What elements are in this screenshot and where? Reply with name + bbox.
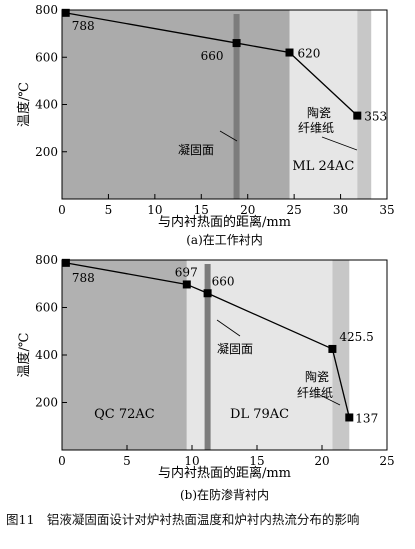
data-point <box>345 413 354 422</box>
ceramic-annotation: 陶瓷 <box>307 105 331 120</box>
region-band <box>357 10 372 199</box>
x-tick-label: 5 <box>105 203 113 217</box>
data-point <box>232 39 241 48</box>
annotation-leader <box>321 136 358 151</box>
y-tick-label: 200 <box>35 396 58 410</box>
annotation-leader <box>319 394 341 406</box>
annotation-leader <box>216 319 241 337</box>
region-band <box>332 260 350 450</box>
region-band <box>62 260 187 450</box>
x-tick-label: 35 <box>379 203 394 217</box>
solidification-annotation: 凝固面 <box>217 341 253 356</box>
y-axis-label: 温度/℃ <box>16 82 32 127</box>
x-tick-label: 25 <box>379 454 394 468</box>
series-line <box>65 12 358 117</box>
y-tick-label: 600 <box>35 50 58 64</box>
region-label: ML 24AC <box>292 159 354 174</box>
data-label: 697 <box>175 265 198 279</box>
solidification-annotation: 凝固面 <box>178 142 214 157</box>
fiber-paper-annotation: 纤维纸 <box>298 121 334 135</box>
y-tick-label: 800 <box>35 253 58 267</box>
data-point <box>203 289 212 298</box>
data-label: 660 <box>201 49 224 63</box>
solidification-line <box>233 14 240 199</box>
x-tick-label: 15 <box>194 203 209 217</box>
data-label: 788 <box>72 271 95 285</box>
data-point <box>285 48 294 57</box>
figure-caption: 图11 铝液凝固面设计对炉衬热面温度和炉衬内热流分布的影响 <box>6 512 360 527</box>
ceramic-annotation: 陶瓷 <box>305 369 329 384</box>
fiber-paper-annotation: 纤维纸 <box>297 386 333 400</box>
y-tick-label: 400 <box>35 98 58 112</box>
data-point <box>182 280 191 289</box>
data-label: 788 <box>72 19 95 33</box>
data-label: 353 <box>364 110 387 124</box>
data-label: 137 <box>355 411 378 425</box>
region-label: QC 72AC <box>94 407 155 422</box>
data-point <box>61 258 70 267</box>
x-tick-label: 0 <box>58 454 66 468</box>
x-tick-label: 30 <box>333 203 348 217</box>
x-tick-label: 10 <box>147 203 162 217</box>
y-tick-label: 400 <box>35 348 58 362</box>
y-tick-label: 200 <box>35 145 58 159</box>
x-tick-label: 20 <box>314 454 329 468</box>
data-label: 620 <box>298 47 321 61</box>
annotation-leader <box>219 130 238 142</box>
x-tick-label: 10 <box>184 454 199 468</box>
x-tick-label: 20 <box>240 203 255 217</box>
data-point <box>353 111 362 120</box>
x-axis-label: 与内衬热面的距离/mm <box>158 465 291 481</box>
region-label: DL 79AC <box>230 407 289 422</box>
x-tick-label: 5 <box>123 454 131 468</box>
x-tick-label: 25 <box>287 203 302 217</box>
chart-b: QC 72AC DL 79AC 0 5 10 15 20 25 200 400 600 800 与内衬热… <box>16 253 395 502</box>
x-tick-label: 0 <box>58 203 66 217</box>
solidification-line <box>204 264 211 450</box>
y-axis-label: 温度/℃ <box>16 333 32 378</box>
data-label: 660 <box>212 274 235 288</box>
chart-a: ML 24AC 0 5 10 15 20 25 30 35 200 400 600 800 与内衬热面的距… <box>16 3 395 247</box>
panel-caption: (b)在防渗背衬内 <box>180 487 269 502</box>
region-band <box>62 10 290 199</box>
x-tick-label: 15 <box>249 454 264 468</box>
data-point <box>328 344 337 353</box>
data-label: 425.5 <box>339 330 373 344</box>
y-tick-label: 600 <box>35 301 58 315</box>
x-axis-label: 与内衬热面的距离/mm <box>158 214 291 230</box>
y-tick-label: 800 <box>35 3 58 17</box>
data-point <box>61 8 70 17</box>
panel-caption: (a)在工作衬内 <box>186 233 263 247</box>
